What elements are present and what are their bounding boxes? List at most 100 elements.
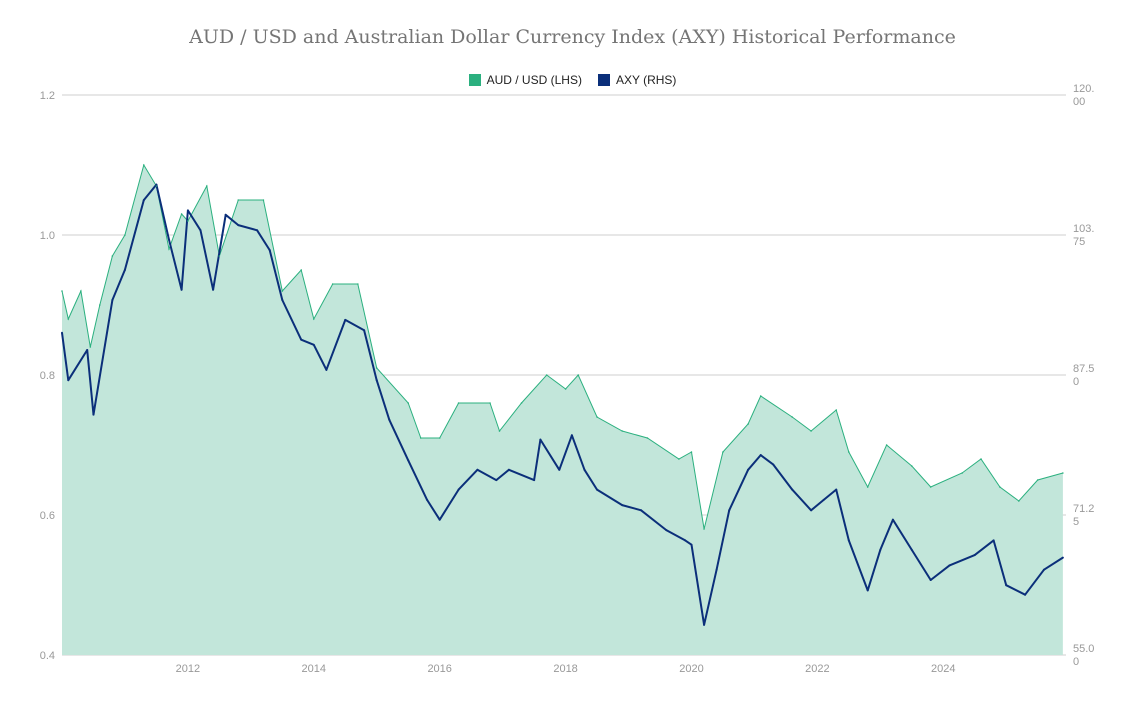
aud-usd-point — [438, 437, 441, 439]
right-tick-label: 87.5 0 — [1073, 363, 1094, 388]
axy-point — [256, 229, 259, 232]
legend-label: AUD / USD (LHS) — [486, 73, 582, 87]
axy-point — [558, 468, 561, 471]
aud-usd-point — [810, 430, 812, 432]
aud-usd-point — [67, 318, 70, 320]
axy-point — [186, 209, 189, 212]
axy-point — [1061, 556, 1064, 559]
axy-point — [92, 413, 95, 416]
axy-point — [281, 299, 284, 302]
aud-usd-point — [999, 486, 1001, 488]
aud-usd-point — [520, 402, 523, 404]
aud-usd-point — [489, 402, 491, 404]
aud-usd-area — [62, 165, 1063, 655]
aud-usd-point — [545, 374, 548, 376]
axy-point — [583, 468, 586, 471]
aud-usd-point — [621, 430, 624, 432]
axy-point — [507, 468, 510, 471]
legend: AUD / USD (LHS) AXY (RHS) — [0, 73, 1145, 87]
axy-point — [363, 329, 366, 332]
axy-line — [61, 183, 1064, 626]
axy-point — [879, 548, 882, 551]
axy-point — [212, 288, 215, 291]
aud-usd-point — [1062, 472, 1064, 474]
axy-point — [111, 299, 114, 302]
legend-item-aud-usd[interactable]: AUD / USD (LHS) — [468, 73, 582, 87]
aud-usd-point — [722, 451, 724, 453]
left-tick-label: 0.4 — [40, 650, 55, 662]
chart-title: AUD / USD and Australian Dollar Currency… — [189, 26, 956, 48]
aud-usd-point — [111, 255, 114, 257]
aud-usd-point — [564, 388, 567, 390]
aud-usd-point — [187, 220, 189, 222]
axy-point — [665, 529, 668, 532]
axy-point — [199, 229, 202, 232]
axy-point — [715, 568, 718, 571]
axy-point — [759, 454, 762, 457]
axy-point — [388, 418, 391, 421]
aud-usd-point — [457, 402, 460, 404]
axy-point — [684, 539, 687, 542]
aud-usd-point — [124, 234, 126, 236]
x-tick-label: 2018 — [553, 663, 577, 675]
axy-point — [237, 224, 240, 227]
axy-point — [596, 488, 599, 491]
axy-point — [123, 268, 126, 271]
axy-point — [992, 539, 995, 542]
axy-point — [891, 518, 894, 521]
axy-point — [312, 343, 315, 346]
axy-point — [375, 379, 378, 382]
axy-point — [1024, 593, 1027, 596]
axy-point — [910, 548, 913, 551]
aud-usd-point — [312, 318, 315, 320]
axy-point — [325, 368, 328, 371]
aud-usd-point — [357, 283, 359, 285]
axy-point — [224, 213, 227, 216]
axy-point — [61, 331, 63, 334]
aud-usd-point — [331, 283, 334, 285]
legend-item-axy[interactable]: AXY (RHS) — [597, 73, 677, 87]
right-tick-label: 103. 75 — [1073, 223, 1094, 248]
axy-point — [495, 479, 498, 482]
axy-point — [1042, 568, 1045, 571]
aud-usd-point — [498, 430, 501, 432]
x-tick-label: 2014 — [302, 663, 326, 675]
x-tick-label: 2022 — [805, 663, 829, 675]
x-tick-label: 2016 — [427, 663, 451, 675]
aud-usd-point — [89, 346, 92, 348]
axy-point — [690, 543, 693, 546]
aud-usd-point — [866, 486, 869, 488]
aud-usd-point — [703, 528, 705, 530]
axy-point — [539, 438, 542, 441]
axy-point — [728, 509, 731, 512]
aud-usd-point — [980, 458, 982, 460]
aud-usd-point — [61, 290, 63, 292]
axy-point — [772, 463, 775, 466]
axy-point — [791, 488, 794, 491]
x-tick-label: 2024 — [931, 663, 955, 675]
axy-point — [570, 434, 573, 437]
right-tick-label: 71.2 5 — [1073, 503, 1094, 528]
aud-usd-point — [646, 437, 649, 439]
axy-point — [621, 504, 624, 507]
aud-usd-point — [929, 486, 932, 488]
aud-usd-point — [596, 416, 598, 418]
aud-usd-point — [848, 451, 850, 453]
axy-point — [640, 509, 643, 512]
axy-point — [300, 338, 303, 341]
axy-point — [268, 249, 271, 252]
aud-usd-point — [419, 437, 422, 439]
axy-point — [67, 379, 70, 382]
aud-usd-point — [375, 367, 378, 369]
axy-point — [703, 623, 706, 626]
axy-point — [457, 488, 460, 491]
aud-usd-point — [205, 185, 208, 187]
axy-point — [847, 539, 850, 542]
aud-usd-point — [910, 465, 913, 467]
axy-point — [747, 468, 750, 471]
aud-usd-point — [262, 199, 265, 201]
axy-point — [86, 349, 89, 352]
aud-usd-point — [218, 255, 221, 257]
legend-label: AXY (RHS) — [615, 73, 677, 87]
